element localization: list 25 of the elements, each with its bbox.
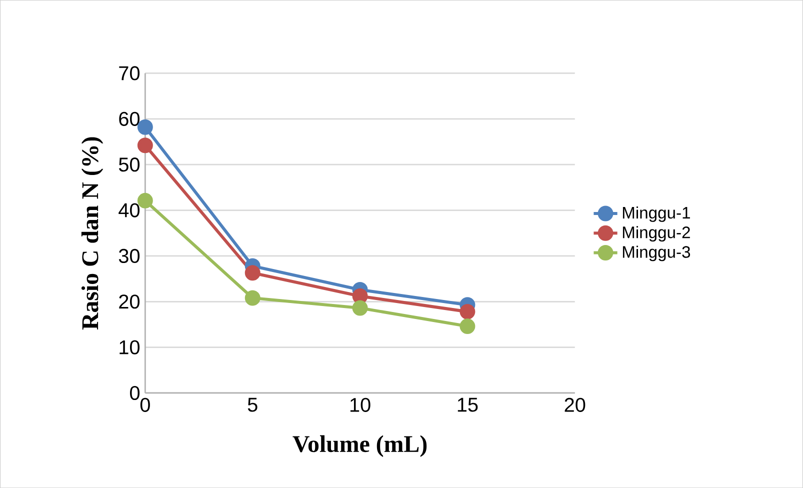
point [244,265,260,280]
point [352,300,368,316]
x-axis-title: Volume (mL) [292,435,427,457]
x-tick-label: 0 [140,398,150,412]
x-tick-label: 5 [248,398,258,412]
y-tick-label: 60 [119,112,140,126]
y-tick-label: 70 [119,66,140,80]
point [244,290,260,306]
y-tick-label: 50 [118,157,140,172]
y-tick-label: 20 [119,294,140,309]
legend-label: Minggu-2 [622,226,690,242]
x-tick-label: 20 [564,398,586,412]
point [352,288,368,304]
point [460,318,476,334]
x-tick-label: 15 [458,398,478,412]
y-tick-label: 0 [130,386,140,400]
legend-label: Minggu-3 [622,246,690,262]
y-axis-title: Rasio C dan N (%) [81,137,104,330]
y-tick-label: 40 [118,203,140,218]
legend-label: Minggu-1 [622,206,690,222]
x-tick-label: 10 [350,398,370,412]
y-tick-label: 30 [118,248,140,263]
y-tick-label: 10 [120,340,140,354]
point [460,304,476,320]
point [137,138,153,154]
